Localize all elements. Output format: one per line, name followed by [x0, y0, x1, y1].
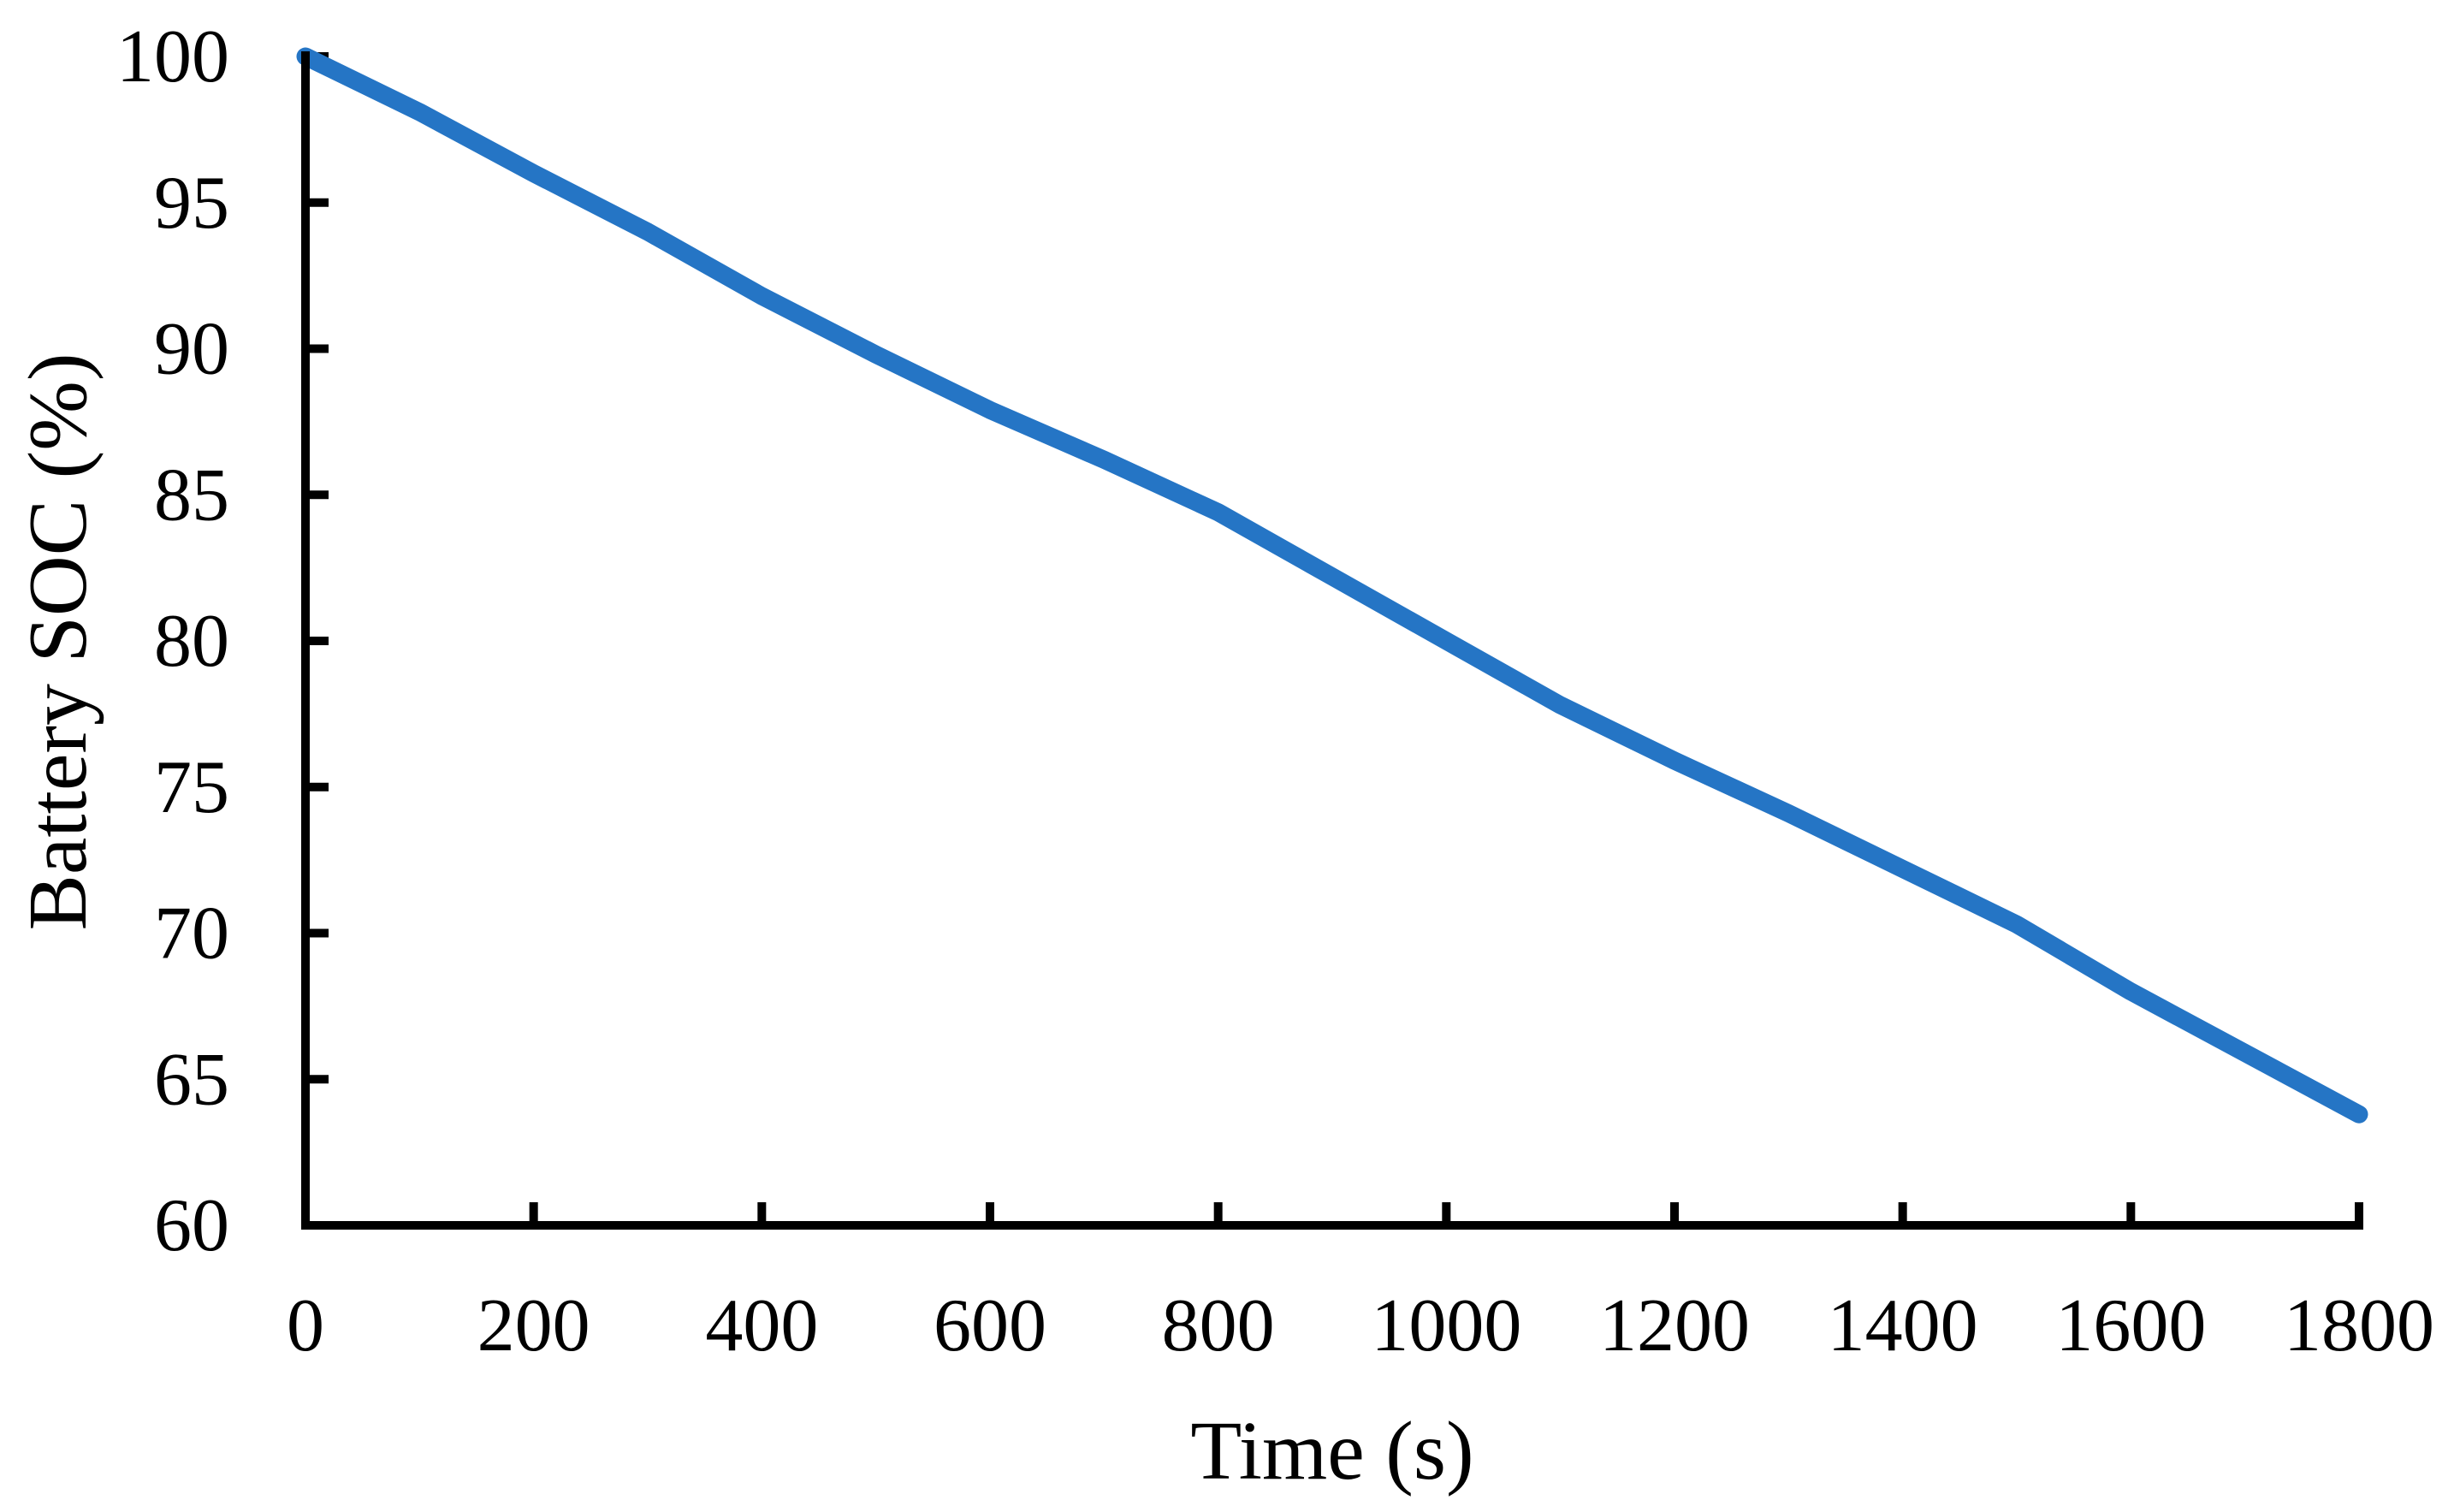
x-tick-label: 1800	[2284, 1284, 2434, 1367]
x-tick-label: 0	[287, 1284, 324, 1367]
y-tick-label: 65	[154, 1038, 229, 1121]
x-tick-label: 600	[934, 1284, 1046, 1367]
soc-line-series	[296, 47, 2368, 1124]
y-tick-label: 75	[154, 746, 229, 829]
x-tick-label: 200	[477, 1284, 590, 1367]
y-tick-label: 60	[154, 1184, 229, 1267]
x-tick-label: 1000	[1371, 1284, 1521, 1367]
y-tick-label: 95	[154, 162, 229, 245]
y-tick-label: 70	[154, 892, 229, 975]
axis-ticks	[305, 52, 2363, 1225]
y-tick-label: 80	[154, 600, 229, 683]
x-tick-label: 400	[705, 1284, 818, 1367]
x-tick-label: 1600	[2055, 1284, 2206, 1367]
x-axis-title: Time (s)	[1190, 1405, 1473, 1497]
y-tick-label: 85	[154, 454, 229, 537]
x-tick-label: 1400	[1828, 1284, 1978, 1367]
x-tick-label: 1200	[1599, 1284, 1750, 1367]
x-tick-label: 800	[1162, 1284, 1275, 1367]
y-tick-label: 100	[116, 15, 229, 98]
y-tick-label: 90	[154, 308, 229, 391]
y-axis-title: Battery SOC (%)	[12, 353, 104, 931]
